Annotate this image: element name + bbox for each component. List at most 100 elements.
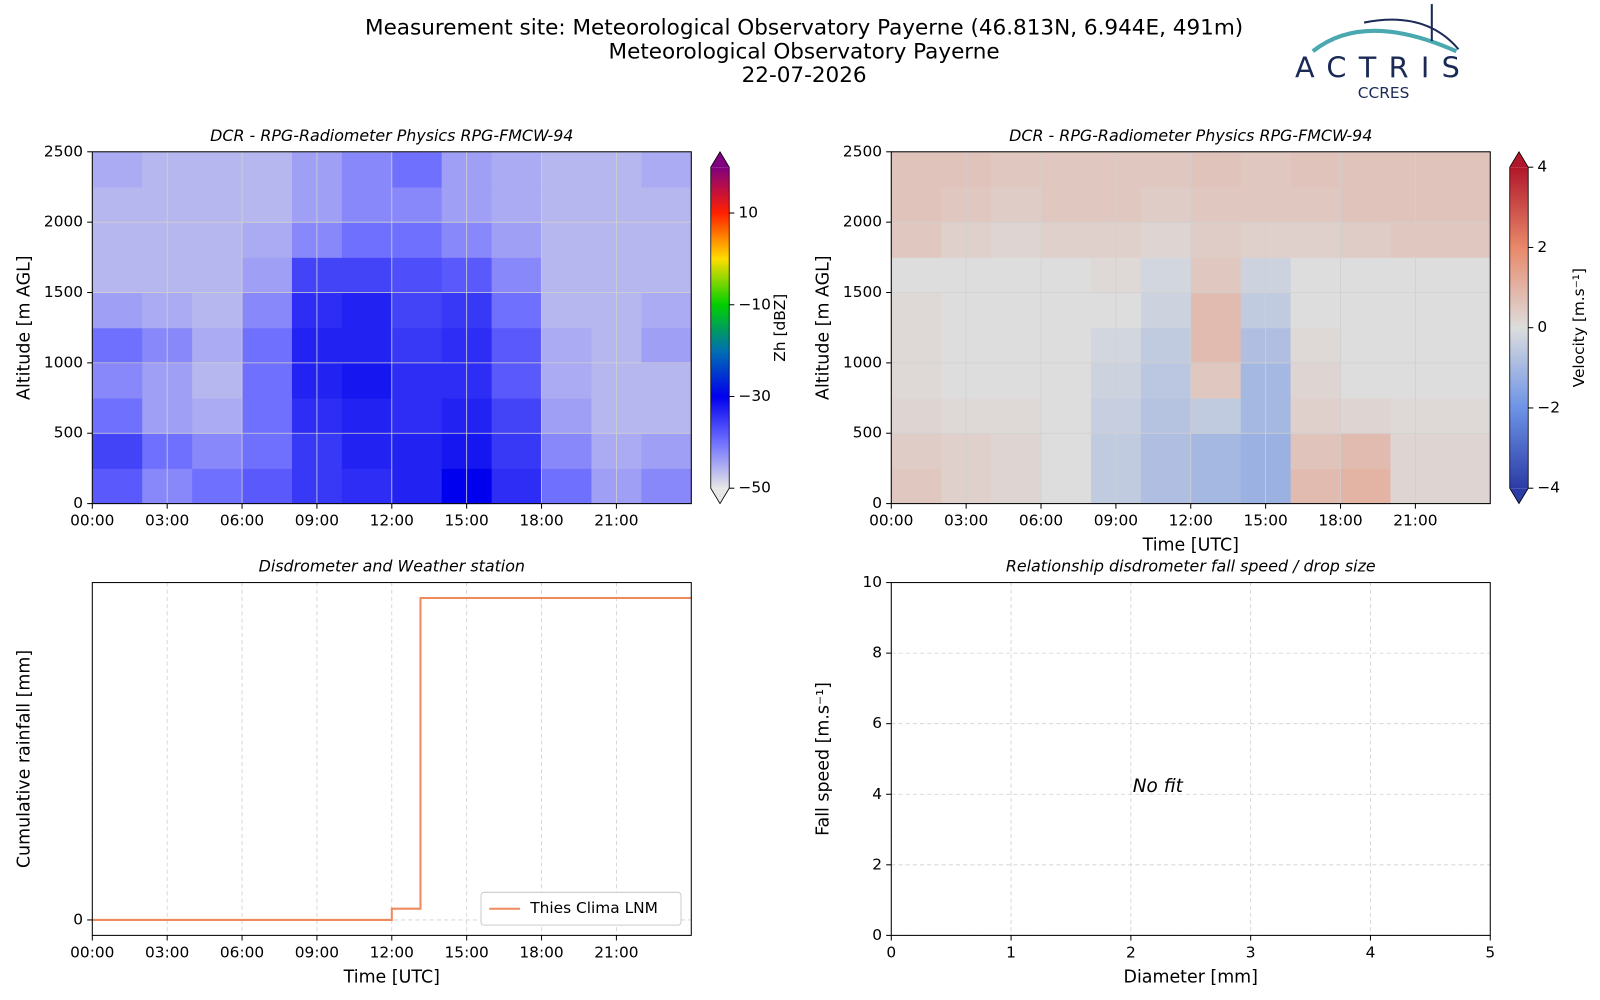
y-tick-label: 4 (872, 785, 882, 803)
x-tick-label: 12:00 (1169, 512, 1213, 530)
heat-cell (1440, 433, 1491, 469)
heat-cell (991, 362, 1042, 399)
y-tick-label: 1500 (44, 283, 83, 301)
colorbar-tick-label: 4 (1537, 158, 1547, 176)
x-tick-label: 09:00 (1094, 512, 1138, 530)
heat-cell (491, 468, 543, 505)
heat-cell (641, 257, 692, 294)
heat-cell (391, 186, 443, 223)
colorbar-extend (710, 488, 730, 504)
heat-cell (1190, 186, 1242, 223)
heat-cell (1440, 327, 1491, 364)
x-tick-label: 06:00 (220, 512, 264, 530)
heat-cell (391, 222, 443, 258)
heat-cell (242, 186, 293, 223)
x-tick-label: 18:00 (519, 512, 563, 530)
heat-cell (1190, 398, 1242, 434)
heat-cell (192, 433, 243, 469)
x-tick-label: 00:00 (70, 943, 114, 961)
x-tick-label: 18:00 (519, 943, 563, 961)
heat-cell (1340, 362, 1391, 399)
heat-cell (1290, 222, 1342, 258)
data-line (92, 596, 692, 921)
chart-panel: 00:00 03:00 06:00 09:00 12:00 15:00 18:00 21:00… (814, 126, 1588, 556)
heat-cell (891, 292, 942, 329)
heat-cell (1340, 327, 1391, 364)
heat-cell (891, 257, 942, 294)
heat-cell (991, 398, 1042, 434)
heat-cell (991, 186, 1042, 223)
y-tick-label: 2500 (843, 142, 882, 160)
heat-cell (491, 362, 543, 399)
x-tick-label: 00:00 (70, 512, 114, 530)
heat-cell (1041, 186, 1092, 223)
heat-cell (891, 398, 942, 434)
heat-cell (991, 292, 1042, 329)
heat-cell (1041, 151, 1092, 188)
y-tick-label: 8 (872, 644, 882, 662)
x-tick-label: 4 (1366, 943, 1376, 961)
x-axis-label: Time [UTC] (1142, 536, 1239, 556)
chart-panel: No fit 0 1 2 3 4 5 0 2 4 6 8 10 Relationship disdrome… (814, 557, 1496, 988)
heat-cell (991, 468, 1042, 505)
x-tick-label: 03:00 (944, 512, 988, 530)
heat-cell (491, 433, 543, 469)
heat-cell (1440, 186, 1491, 223)
x-tick-label: 03:00 (145, 512, 189, 530)
heat-cell (341, 398, 393, 434)
heat-cell (991, 257, 1042, 294)
chart-title: DCR - RPG-Radiometer Physics RPG-FMCW-94 (1009, 126, 1372, 145)
x-tick-label: 12:00 (370, 512, 414, 530)
heat-cell (192, 151, 243, 188)
y-tick-label: 2000 (843, 213, 882, 231)
colorbar-tick-label: 0 (1537, 318, 1547, 336)
colorbar-tick-label: −30 (738, 387, 770, 405)
logo-subtitle: CCRES (1358, 84, 1410, 102)
heat-cell (92, 362, 143, 399)
x-tick-label: 12:00 (370, 943, 414, 961)
annotation: No fit (1133, 776, 1184, 797)
y-tick-label: 2 (872, 855, 882, 873)
heat-cell (541, 186, 592, 223)
logo-arc (1311, 28, 1458, 54)
heat-cell (242, 151, 293, 188)
chart-title: Disdrometer and Weather station (259, 557, 525, 576)
heat-cell (192, 186, 243, 223)
heat-cell (891, 468, 942, 505)
heat-cell (641, 327, 692, 364)
x-tick-label: 0 (886, 943, 896, 961)
heat-cell (1440, 257, 1491, 294)
heat-cell (1340, 468, 1391, 505)
heat-cell (1340, 257, 1391, 294)
heat-cell (192, 362, 243, 399)
y-tick-label: 1000 (843, 353, 882, 371)
heat-cell (391, 362, 443, 399)
heat-cell (92, 327, 143, 364)
heat-cell (891, 327, 942, 364)
chart-panel: 00:00 03:00 06:00 09:00 12:00 15:00 18:00 21:00… (15, 126, 789, 530)
heat-cell (891, 186, 942, 223)
heat-cell (1340, 433, 1391, 469)
x-tick-label: 09:00 (295, 512, 339, 530)
heat-cell (1041, 257, 1092, 294)
y-axis-label: Fall speed [m.s⁻¹] (814, 682, 834, 836)
heat-cell (1140, 433, 1192, 469)
heat-cell (541, 222, 592, 258)
x-tick-label: 21:00 (594, 512, 638, 530)
heat-cell (242, 468, 293, 505)
heat-cell (1140, 257, 1192, 294)
heat-cell (491, 327, 543, 364)
heat-cell (242, 362, 293, 399)
x-tick-label: 5 (1485, 943, 1495, 961)
colorbar-extend (1509, 488, 1529, 504)
heat-cell (641, 186, 692, 223)
heat-cell (1190, 151, 1242, 188)
legend-label: Thies Clima LNM (529, 899, 658, 917)
heat-cell (491, 292, 543, 329)
colorbar-extend (1509, 151, 1529, 168)
heat-cell (341, 327, 393, 364)
heat-cell (341, 186, 393, 223)
heat-cell (541, 292, 592, 329)
heat-cell (391, 292, 443, 329)
